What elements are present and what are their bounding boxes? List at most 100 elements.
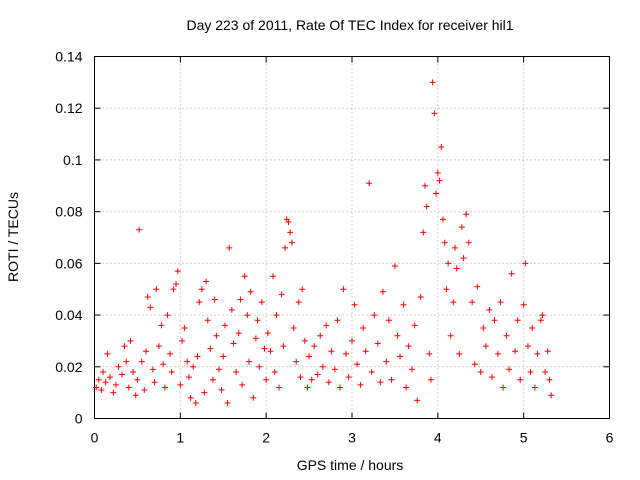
data-point <box>306 353 313 360</box>
data-point <box>520 301 527 308</box>
data-point <box>123 358 130 365</box>
data-points <box>93 79 555 406</box>
data-point <box>93 384 100 391</box>
data-point <box>215 366 222 373</box>
data-point <box>453 265 460 272</box>
grid <box>94 56 610 419</box>
data-point <box>488 374 495 381</box>
y-tick-label: 0.12 <box>55 100 82 116</box>
data-point <box>237 296 244 303</box>
data-point <box>391 262 398 269</box>
data-point <box>288 239 295 246</box>
data-point <box>400 301 407 308</box>
data-point <box>531 384 538 391</box>
data-point <box>115 363 122 370</box>
y-tick-label: 0.06 <box>55 255 82 271</box>
y-tick-label: 0.14 <box>55 49 82 65</box>
data-point <box>250 394 257 401</box>
data-point <box>173 281 180 288</box>
data-point <box>385 317 392 324</box>
data-point <box>443 286 450 293</box>
data-point <box>323 322 330 329</box>
chart-title: Day 223 of 2011, Rate Of TEC Index for r… <box>186 17 513 33</box>
data-point <box>409 366 416 373</box>
x-tick-label: 5 <box>520 430 528 446</box>
data-point <box>314 371 321 378</box>
data-point <box>548 392 555 399</box>
data-point <box>328 348 335 355</box>
data-point <box>319 363 326 370</box>
data-point <box>334 317 341 324</box>
data-point <box>304 384 311 391</box>
data-point <box>228 306 235 313</box>
data-point <box>209 376 216 383</box>
x-axis-title: GPS time / hours <box>297 457 404 473</box>
data-point <box>211 296 218 303</box>
data-point <box>104 350 111 357</box>
data-point <box>170 286 177 293</box>
data-point <box>125 384 132 391</box>
data-point <box>290 325 297 331</box>
data-point <box>325 379 332 386</box>
data-point <box>239 381 246 388</box>
data-point <box>427 376 434 383</box>
data-point <box>374 340 381 347</box>
data-point <box>317 332 324 339</box>
data-point <box>151 379 158 386</box>
y-tick-label: 0.04 <box>55 307 82 323</box>
data-point <box>539 312 546 319</box>
data-point <box>450 299 457 306</box>
y-tick-label: 0.1 <box>63 152 83 168</box>
data-point <box>267 348 274 355</box>
data-point <box>118 371 125 378</box>
data-point <box>342 350 349 357</box>
y-tick-label: 0.08 <box>55 204 82 220</box>
data-point <box>247 288 254 295</box>
data-point <box>460 255 467 262</box>
data-point <box>522 260 529 267</box>
data-point <box>235 330 242 337</box>
data-point <box>184 358 191 365</box>
data-point <box>377 379 384 386</box>
data-point <box>196 299 203 306</box>
data-point <box>271 368 278 375</box>
data-point <box>529 325 536 331</box>
data-point <box>411 322 418 329</box>
data-point <box>185 374 192 381</box>
data-point <box>546 376 553 383</box>
data-point <box>431 110 438 117</box>
data-point <box>465 239 472 246</box>
data-point <box>445 260 452 267</box>
data-point <box>362 348 369 355</box>
data-point <box>153 286 160 293</box>
data-point <box>218 387 225 394</box>
data-point <box>138 358 145 365</box>
data-point <box>429 79 436 86</box>
data-point <box>112 381 119 388</box>
data-point <box>278 291 285 298</box>
data-point <box>207 345 214 352</box>
data-point <box>280 343 287 350</box>
data-point <box>168 368 175 375</box>
data-point <box>517 376 524 383</box>
x-tick-label: 6 <box>606 430 614 446</box>
data-point <box>127 337 134 344</box>
data-point <box>527 368 534 375</box>
data-point <box>433 190 440 197</box>
data-point <box>405 343 412 350</box>
data-point <box>388 376 395 383</box>
data-point <box>261 345 268 352</box>
data-point <box>143 348 149 355</box>
data-point <box>497 299 504 306</box>
data-point <box>181 325 188 331</box>
data-point <box>155 343 162 350</box>
data-point <box>273 312 280 319</box>
data-point <box>340 286 347 293</box>
data-point <box>366 180 373 187</box>
data-point <box>503 332 510 339</box>
x-tick-label: 0 <box>91 430 99 446</box>
data-point <box>204 317 211 324</box>
data-point <box>486 306 493 313</box>
data-point <box>263 376 270 383</box>
